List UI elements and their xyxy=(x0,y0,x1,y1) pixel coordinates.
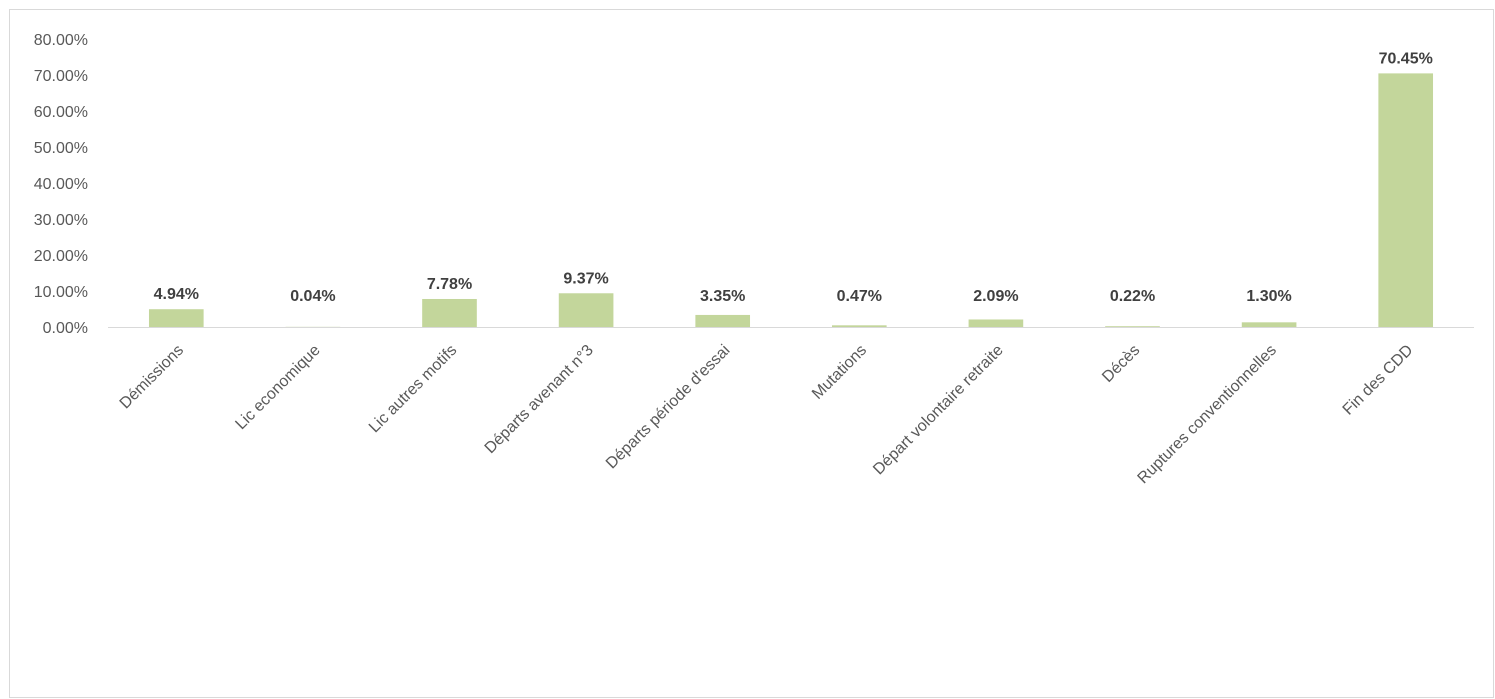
data-label: 3.35% xyxy=(700,288,745,305)
category-label: Fin des CDD xyxy=(1340,342,1417,419)
chart-frame xyxy=(9,9,1494,698)
bar xyxy=(1241,322,1297,327)
data-label: 2.09% xyxy=(973,288,1018,305)
bars xyxy=(148,73,1434,327)
data-label: 7.78% xyxy=(427,276,472,293)
category-labels: Démissions Lic economique Lic autres motif… xyxy=(117,342,1417,487)
category-label: Lic autres motifs xyxy=(366,342,460,436)
bar xyxy=(422,298,477,327)
data-label: 9.37% xyxy=(563,270,608,287)
bar xyxy=(148,309,204,327)
y-tick-label: 80.00% xyxy=(34,32,88,49)
y-tick-label: 50.00% xyxy=(34,140,88,157)
y-tick-label: 60.00% xyxy=(34,104,88,121)
bar xyxy=(1378,73,1434,327)
y-axis-tick-labels: 0.00% 10.00% 20.00% 30.00% 40.00% 50.00% 60.00… xyxy=(34,32,88,337)
bar xyxy=(831,325,887,327)
y-tick-label: 10.00% xyxy=(34,284,88,301)
y-tick-label: 30.00% xyxy=(34,212,88,229)
y-tick-label: 70.00% xyxy=(34,68,88,85)
data-labels: 4.94% 0.04% 7.78% 9.37% 3.35% 0.47% 2.09% 0.22%… xyxy=(154,50,1433,305)
data-label: 4.94% xyxy=(154,286,199,303)
category-label: Mutations xyxy=(809,342,870,403)
y-tick-label: 20.00% xyxy=(34,248,88,265)
category-label: Décès xyxy=(1099,342,1143,386)
y-tick-label: 40.00% xyxy=(34,176,88,193)
bar xyxy=(695,314,751,327)
category-label: Ruptures conventionnelles xyxy=(1135,342,1280,487)
category-label: Départ volontaire retraite xyxy=(870,342,1007,479)
data-label: 0.22% xyxy=(1110,288,1155,305)
data-label: 70.45% xyxy=(1379,50,1433,67)
category-label: Lic economique xyxy=(232,342,323,433)
category-label: Démissions xyxy=(117,342,187,412)
data-label: 0.04% xyxy=(290,288,335,305)
data-label: 0.47% xyxy=(837,288,882,305)
bar xyxy=(558,293,614,327)
y-tick-label: 0.00% xyxy=(43,320,88,337)
category-label: Départs avenant n°3 xyxy=(482,342,597,457)
data-label: 1.30% xyxy=(1246,288,1291,305)
bar xyxy=(968,319,1024,327)
category-label: Départs période d'essai xyxy=(603,342,734,473)
bar xyxy=(1105,326,1160,327)
